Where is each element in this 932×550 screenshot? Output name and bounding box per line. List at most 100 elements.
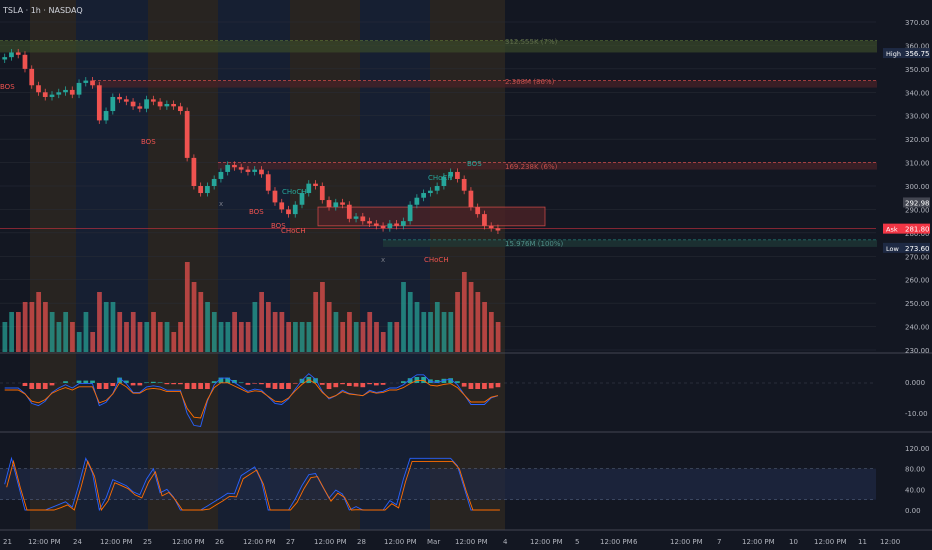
candle-body[interactable] [69, 89, 75, 95]
candle-body[interactable] [144, 99, 149, 109]
candle-body[interactable] [340, 202, 345, 205]
candle-body[interactable] [441, 176, 447, 186]
volume-bar [157, 322, 163, 352]
candle-body[interactable] [225, 164, 231, 172]
candle-body[interactable] [373, 223, 379, 226]
candle-body[interactable] [353, 216, 359, 219]
candle-body[interactable] [245, 169, 251, 172]
candle-body[interactable] [482, 214, 487, 226]
macd-hist-bar [29, 383, 35, 389]
volume-bar [49, 312, 55, 352]
candle-body[interactable] [184, 111, 190, 158]
candle-body[interactable] [171, 104, 176, 107]
candle-body[interactable] [42, 92, 48, 97]
candle-body[interactable] [259, 169, 264, 175]
candle-body[interactable] [117, 96, 122, 100]
candle-body[interactable] [346, 204, 352, 219]
candle-body[interactable] [326, 200, 332, 208]
volume-bar [448, 312, 454, 352]
volume-bar [401, 282, 406, 352]
candle-body[interactable] [265, 174, 271, 191]
volume-bar [16, 312, 21, 352]
time-tick-label: 12:00 PM [742, 538, 775, 546]
macd-hist-bar [252, 383, 258, 384]
candle-body[interactable] [15, 52, 21, 55]
candle-body[interactable] [407, 204, 413, 222]
candle-body[interactable] [279, 202, 285, 210]
candle-body[interactable] [286, 209, 291, 215]
candle-body[interactable] [22, 54, 28, 69]
candle-body[interactable] [313, 183, 318, 186]
high-tag [883, 48, 903, 59]
candle-body[interactable] [83, 80, 89, 83]
candle-body[interactable] [400, 221, 406, 226]
session-band [76, 0, 148, 530]
candle-body[interactable] [110, 96, 116, 112]
candle-body[interactable] [178, 106, 183, 112]
candle-body[interactable] [360, 216, 366, 222]
candle-body[interactable] [333, 202, 339, 208]
candle-body[interactable] [103, 111, 109, 121]
candle-body[interactable] [455, 171, 460, 179]
candle-body[interactable] [49, 94, 55, 97]
candle-body[interactable] [205, 186, 210, 194]
candle-body[interactable] [191, 157, 197, 186]
candle-body[interactable] [299, 193, 305, 205]
volume-bar [36, 292, 42, 352]
macd-hist-bar [103, 383, 109, 389]
candle-body[interactable] [495, 228, 501, 231]
price-axis[interactable]: 370.00 360.00 350.00 340.00 330.00 320.00 310.… [883, 19, 930, 515]
candle-body[interactable] [76, 82, 82, 95]
candle-body[interactable] [428, 190, 433, 194]
candle-body[interactable] [394, 223, 399, 226]
candle-body[interactable] [380, 225, 386, 229]
volume-bar [461, 272, 467, 352]
symbol-label: TSLA · 1h · NASDAQ [2, 6, 83, 15]
candle-body[interactable] [29, 68, 35, 86]
candle-body[interactable] [9, 52, 14, 58]
candle-body[interactable] [36, 85, 41, 93]
candle-body[interactable] [434, 186, 440, 191]
candle-body[interactable] [468, 190, 474, 208]
candle-body[interactable] [211, 178, 217, 186]
macd-signal-line [4, 379, 499, 419]
candle-body[interactable] [292, 204, 298, 215]
candle-body[interactable] [414, 197, 420, 205]
candle-body[interactable] [218, 171, 224, 179]
candle-body[interactable] [63, 89, 68, 93]
candle-body[interactable] [387, 223, 393, 229]
low-value: 273.60 [905, 245, 930, 253]
time-tick-label: 25 [143, 538, 152, 546]
candle-body[interactable] [90, 80, 95, 86]
candle-body[interactable] [2, 57, 8, 60]
candle-body[interactable] [164, 104, 170, 107]
candle-body[interactable] [157, 101, 163, 107]
candle-body[interactable] [319, 186, 325, 201]
zone-middle [218, 162, 877, 170]
candlesticks[interactable] [2, 48, 501, 235]
volume-bar [306, 322, 312, 352]
candle-body[interactable] [96, 85, 102, 121]
candle-body[interactable] [488, 225, 494, 229]
candle-body[interactable] [421, 193, 426, 198]
candle-body[interactable] [137, 106, 143, 109]
candle-body[interactable] [130, 101, 136, 107]
candle-body[interactable] [150, 99, 156, 102]
candle-body[interactable] [56, 92, 62, 95]
candle-body[interactable] [448, 171, 454, 177]
candle-body[interactable] [461, 178, 467, 191]
candle-body[interactable] [238, 167, 244, 170]
candle-body[interactable] [306, 183, 312, 194]
candle-body[interactable] [367, 221, 372, 224]
candle-body[interactable] [252, 169, 258, 172]
time-axis[interactable]: 21 12:00 PM 24 12:00 PM 25 12:00 PM 26 12:00 PM… [3, 538, 900, 546]
candle-body[interactable] [232, 164, 237, 168]
candle-body[interactable] [272, 190, 278, 203]
candle-body[interactable] [475, 207, 481, 215]
candle-body[interactable] [123, 99, 129, 102]
candle-body[interactable] [198, 186, 204, 194]
volume-bar [367, 312, 373, 352]
volume-bar [83, 312, 89, 352]
volume-bar [110, 302, 116, 352]
